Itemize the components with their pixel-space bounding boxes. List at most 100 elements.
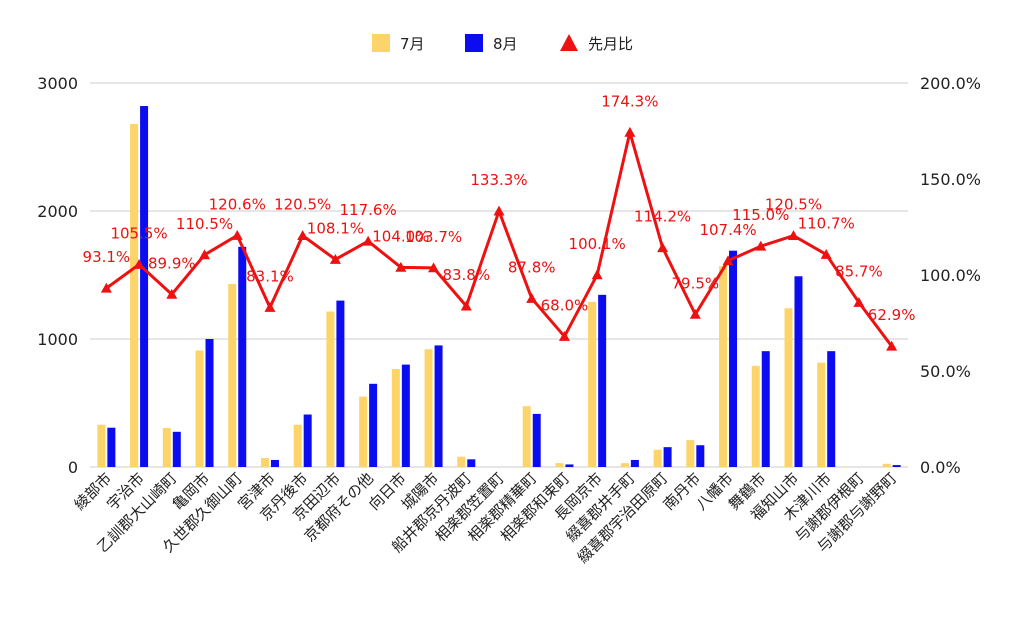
bar-july [228,283,237,467]
bar-august [172,431,181,467]
bar-july [817,362,826,467]
left-axis-tick-label: 1000 [37,330,78,349]
bar-july [784,308,793,467]
ratio-point-marker [493,205,505,216]
ratio-data-label: 110.7% [798,214,855,232]
ratio-data-label: 62.9% [868,306,916,324]
ratio-data-label: 83.8% [442,266,490,284]
ratio-data-label: 120.5% [274,196,331,214]
ratio-data-label: 108.1% [307,219,364,237]
bar-august [107,427,116,467]
bar-july [555,463,564,467]
ratio-data-label: 107.4% [699,221,756,239]
ratio-point-marker [558,330,570,341]
bar-august [140,106,149,467]
ratio-data-label: 68.0% [541,296,589,314]
legend-label: 先月比 [588,35,633,53]
ratio-data-label: 89.9% [148,254,196,272]
ratio-point-marker [886,340,898,351]
ratio-data-label: 85.7% [835,262,883,280]
ratio-point-marker [264,301,276,312]
ratio-data-label: 79.5% [671,274,719,292]
bar-july [391,369,400,467]
ratio-point-marker [166,288,178,299]
bar-july [97,424,106,467]
ratio-point-marker [199,249,211,260]
ratio-point-marker [133,258,145,269]
ratio-point-marker [755,240,767,251]
bar-july [653,449,662,467]
bar-august [565,464,574,467]
bar-july [359,396,368,467]
ratio-point-marker [362,235,374,246]
bar-july [326,311,335,467]
ratio-data-label: 87.8% [508,258,556,276]
left-axis-tick-label: 3000 [37,74,78,93]
ratio-point-marker [787,230,799,241]
bar-august [827,351,836,467]
left-axis-tick-label: 2000 [37,202,78,221]
ratio-point-marker [722,255,734,266]
ratio-data-label: 114.2% [634,208,691,226]
bar-august [892,465,901,467]
bar-july [882,463,891,467]
bar-july [522,406,531,467]
legend-item-ratio: 先月比 [560,34,633,53]
bar-july [686,440,695,467]
ratio-point-marker [329,253,341,264]
bar-july [162,427,171,467]
ratio-point-marker [591,269,603,280]
bar-july [293,424,302,467]
bar-august [303,414,312,467]
ratio-data-label: 133.3% [470,171,527,189]
left-axis-tick-label: 0 [68,458,78,477]
bar-july [620,463,629,467]
ratio-data-label: 105.5% [110,224,167,242]
legend-item-august: 8月 [465,34,518,53]
bar-august [434,345,443,467]
ratio-point-marker [624,126,636,137]
ratio-data-label: 110.5% [176,215,233,233]
bars [97,106,901,468]
data-labels: 93.1%105.5%89.9%110.5%120.6%83.1%120.5%1… [83,92,916,324]
ratio-line [100,126,898,351]
right-axis-tick-label: 0.0% [920,458,961,477]
bar-august [696,445,705,467]
bar-august [238,246,247,467]
bar-august [729,250,738,467]
legend-label: 8月 [493,35,518,53]
legend-item-july: 7月 [372,34,425,53]
bar-august [467,459,476,467]
ratio-point-marker [231,229,243,240]
bar-july [195,350,204,467]
legend-label: 7月 [400,35,425,53]
ratio-data-label: 100.1% [569,235,626,253]
ratio-point-marker [820,248,832,259]
bar-august [532,413,541,467]
ratio-data-label: 93.1% [83,248,131,266]
bar-august [336,300,345,467]
ratio-data-label: 174.3% [601,92,658,110]
bar-august [630,459,639,467]
bar-august [761,351,770,467]
bar-august [794,276,803,467]
legend-swatch [465,34,483,52]
ratio-data-label: 83.1% [246,267,294,285]
right-axis-tick-label: 200.0% [920,74,981,93]
ratio-data-label: 120.5% [765,196,822,214]
right-axis-tick-label: 50.0% [920,362,971,381]
ratio-point-marker [526,292,538,303]
bar-july [719,266,728,467]
ratio-point-marker [297,230,309,241]
bar-august [369,383,378,467]
right-axis-tick-label: 100.0% [920,266,981,285]
bar-july [751,365,760,467]
ratio-point-marker [460,300,472,311]
bar-july [457,456,466,467]
bar-july [588,301,597,467]
ratio-data-label: 120.6% [209,195,266,213]
bar-august [663,447,672,467]
ratio-point-marker [657,242,669,253]
